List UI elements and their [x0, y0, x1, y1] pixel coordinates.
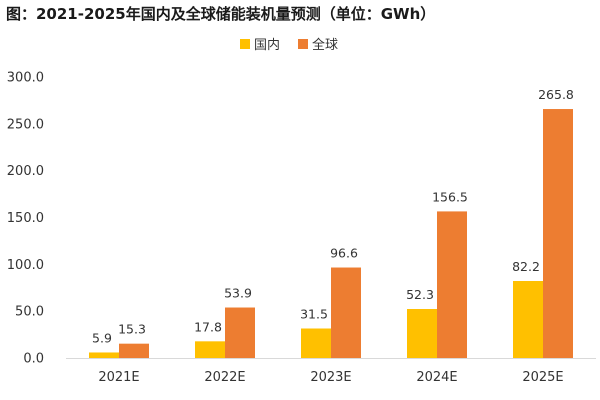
- data-label-global-2021E: 15.3: [118, 322, 146, 337]
- bar-global-2025E: [543, 109, 573, 358]
- data-label-global-2023E: 96.6: [330, 246, 358, 261]
- y-tick-label: 300.0: [7, 71, 44, 86]
- y-tick-label: 200.0: [7, 164, 44, 179]
- x-tick-label: 2023E: [310, 370, 351, 385]
- data-label-global-2022E: 53.9: [224, 286, 252, 301]
- y-tick-label: 50.0: [15, 305, 44, 320]
- bar-domestic-2021E: [89, 352, 119, 358]
- legend-item-domestic: 国内: [240, 34, 280, 53]
- legend-swatch-global: [298, 38, 309, 49]
- legend-label-global: 全球: [312, 38, 339, 53]
- x-tick-label: 2021E: [98, 370, 139, 385]
- bar-domestic-2025E: [513, 281, 543, 358]
- x-tick-label: 2024E: [416, 370, 457, 385]
- legend-label-domestic: 国内: [254, 38, 281, 53]
- bar-global-2024E: [437, 211, 467, 358]
- legend-item-global: 全球: [298, 34, 338, 53]
- y-tick-label: 150.0: [7, 211, 44, 226]
- data-label-domestic-2025E: 82.2: [512, 259, 540, 274]
- bar-domestic-2023E: [301, 328, 331, 358]
- legend: 国内 全球: [240, 34, 356, 53]
- bar-global-2023E: [331, 267, 361, 358]
- x-tick-label: 2025E: [522, 370, 563, 385]
- bar-global-2021E: [119, 343, 149, 358]
- y-tick-label: 0.0: [23, 352, 44, 367]
- data-label-domestic-2023E: 31.5: [300, 306, 328, 321]
- bar-domestic-2022E: [195, 341, 225, 358]
- legend-swatch-domestic: [240, 38, 250, 49]
- chart-title: 图：2021-2025年国内及全球储能装机量预测（单位：GWh）: [6, 5, 436, 23]
- data-label-domestic-2021E: 5.9: [92, 330, 112, 345]
- y-tick-label: 250.0: [7, 117, 44, 132]
- data-label-domestic-2024E: 52.3: [406, 287, 434, 302]
- x-tick-label: 2022E: [204, 370, 245, 385]
- data-label-domestic-2022E: 17.8: [194, 319, 222, 334]
- bar-global-2022E: [225, 307, 255, 358]
- data-label-global-2025E: 265.8: [538, 87, 574, 102]
- bar-domestic-2024E: [407, 309, 437, 358]
- y-tick-label: 100.0: [7, 258, 44, 273]
- data-label-global-2024E: 156.5: [432, 189, 468, 204]
